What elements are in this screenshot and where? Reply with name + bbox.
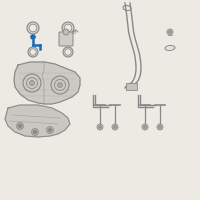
Circle shape (98, 126, 102, 129)
Circle shape (142, 124, 148, 130)
Circle shape (167, 29, 173, 35)
Circle shape (97, 124, 103, 130)
Circle shape (112, 124, 118, 130)
Circle shape (144, 126, 146, 129)
Circle shape (114, 126, 116, 129)
FancyBboxPatch shape (127, 84, 138, 90)
Circle shape (63, 47, 73, 57)
Circle shape (65, 49, 71, 55)
Circle shape (32, 129, 38, 136)
Polygon shape (14, 62, 80, 104)
Circle shape (30, 80, 35, 86)
Circle shape (27, 22, 39, 34)
Polygon shape (5, 105, 70, 137)
Circle shape (28, 47, 38, 57)
Circle shape (18, 124, 22, 128)
Circle shape (29, 24, 37, 32)
Circle shape (62, 22, 74, 34)
Circle shape (63, 29, 69, 35)
Circle shape (58, 82, 62, 88)
Circle shape (168, 30, 172, 33)
Circle shape (46, 127, 54, 134)
Circle shape (30, 49, 36, 55)
Circle shape (16, 122, 24, 130)
Circle shape (158, 126, 162, 129)
Circle shape (33, 130, 37, 134)
Circle shape (64, 24, 72, 32)
Circle shape (48, 128, 52, 132)
FancyBboxPatch shape (59, 32, 73, 46)
Circle shape (157, 124, 163, 130)
Circle shape (30, 34, 36, 40)
